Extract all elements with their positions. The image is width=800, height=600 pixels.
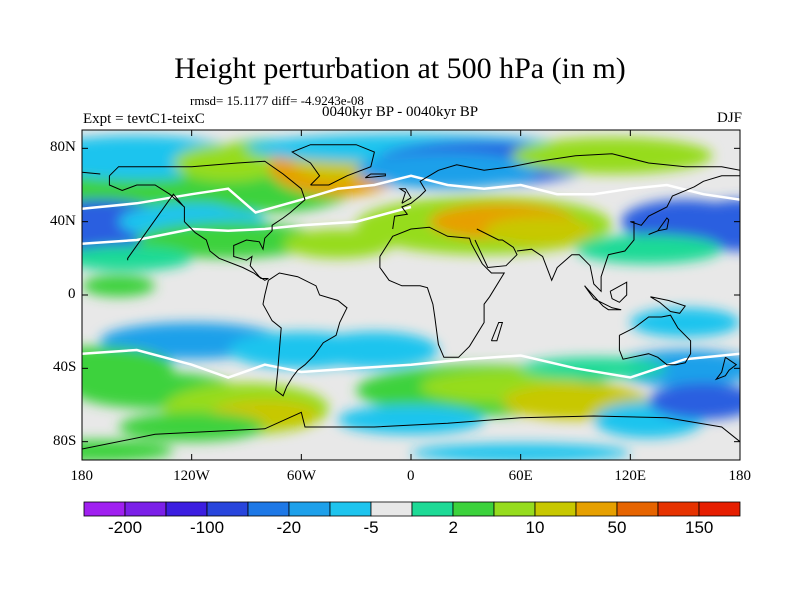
- coastline: [648, 217, 670, 235]
- coastline: [714, 356, 738, 381]
- colorbar-swatch: [575, 501, 618, 517]
- coastline: [609, 281, 628, 303]
- x-tick-label: 0: [407, 468, 415, 484]
- field-anomaly-region: [337, 405, 485, 435]
- colorbar-label: -100: [190, 518, 225, 537]
- stats-line: rmsd= 15.1177 diff= -4.9243e-08: [190, 93, 364, 108]
- coastline: [490, 322, 504, 342]
- x-tick-label: 180: [70, 468, 94, 484]
- field-anomaly-region: [283, 229, 393, 259]
- colorbar-swatch: [83, 501, 126, 517]
- coastline: [262, 272, 348, 397]
- colorbar-swatch: [616, 501, 659, 517]
- coastline: [108, 160, 306, 281]
- colorbar-swatch: [247, 501, 290, 517]
- colorbar: [83, 501, 741, 517]
- coastline: [291, 144, 375, 186]
- colorbar-swatch: [411, 501, 454, 517]
- zero-contour: [82, 348, 740, 379]
- field-anomaly-region: [82, 439, 174, 460]
- coastline: [82, 411, 740, 450]
- colorbar-swatch: [329, 501, 372, 517]
- y-tick-label: 0: [68, 286, 76, 302]
- colorbar-swatch: [124, 501, 167, 517]
- map-title: Height perturbation at 500 hPa (in m): [174, 52, 626, 85]
- x-tick-label: 120E: [614, 468, 646, 484]
- field-anomaly-region: [310, 331, 439, 369]
- field-anomaly-region: [630, 307, 740, 338]
- coastline: [618, 314, 692, 366]
- coastline: [379, 226, 506, 358]
- colorbar-label: -5: [363, 518, 379, 537]
- field-anomaly-region: [173, 144, 284, 182]
- field-anomaly-region: [484, 216, 594, 246]
- field-anomaly-region: [612, 350, 740, 387]
- y-tick-label: 80N: [50, 139, 76, 156]
- field-anomaly-region: [575, 234, 722, 264]
- coastline: [516, 175, 740, 293]
- coastline: [584, 285, 622, 311]
- zero-contour: [82, 205, 412, 245]
- colorbar-swatch: [370, 501, 413, 517]
- field-anomaly-region: [411, 443, 631, 460]
- y-tick-label: 40N: [50, 212, 76, 229]
- field-anomaly-region: [356, 152, 539, 189]
- colorbar-label: 150: [685, 518, 714, 537]
- x-tick-label: 180: [728, 468, 752, 484]
- colorbar-swatch: [493, 501, 536, 517]
- colorbar-swatch: [452, 501, 495, 517]
- zero-contour: [82, 174, 740, 214]
- field-anomaly-region: [82, 274, 156, 297]
- field-layer: [82, 130, 740, 460]
- y-tick-label: 40S: [53, 359, 77, 376]
- y-tick-label: 80S: [53, 432, 77, 449]
- x-tick-label: 120W: [173, 468, 210, 484]
- coastline: [474, 228, 518, 269]
- colorbar-label: 10: [525, 518, 545, 537]
- colorbar-label: 2: [448, 518, 458, 537]
- coastline: [392, 153, 740, 230]
- field-anomaly-region: [82, 245, 192, 272]
- colorbar-label: -20: [276, 518, 302, 537]
- coastline: [365, 173, 386, 179]
- colorbar-swatch: [698, 501, 741, 517]
- x-tick-label: 60E: [508, 468, 533, 484]
- coastline: [398, 188, 412, 204]
- coastline: [127, 193, 183, 261]
- x-tick-label: 60W: [286, 468, 316, 484]
- period-label: 0040kyr BP - 0040kyr BP: [322, 104, 479, 120]
- colorbar-swatch: [657, 501, 700, 517]
- experiment-label: Expt = tevtC1-teixC: [83, 111, 205, 127]
- colorbar-label: -200: [108, 518, 143, 537]
- field-anomaly-region: [681, 208, 740, 242]
- season-label: DJF: [716, 110, 742, 126]
- coastline: [82, 171, 101, 175]
- colorbar-swatch: [206, 501, 249, 517]
- field-anomaly-region: [648, 383, 740, 420]
- coastline: [650, 296, 687, 314]
- colorbar-swatch: [534, 501, 577, 517]
- field-anomaly-region: [511, 137, 713, 175]
- colorbar-swatch: [165, 501, 208, 517]
- colorbar-swatch: [288, 501, 331, 517]
- colorbar-label: 50: [607, 518, 627, 537]
